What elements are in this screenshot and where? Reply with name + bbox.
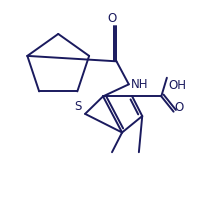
Text: O: O <box>107 12 117 25</box>
Text: OH: OH <box>168 79 186 92</box>
Text: S: S <box>74 100 82 113</box>
Text: NH: NH <box>131 78 149 91</box>
Text: O: O <box>175 101 184 114</box>
